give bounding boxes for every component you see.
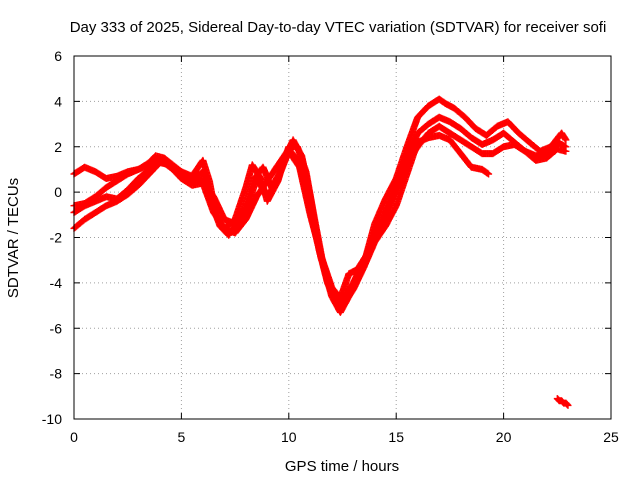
x-axis-label: GPS time / hours [285, 458, 399, 475]
y-tick-label: -6 [50, 320, 63, 336]
series-track-2 [70, 113, 570, 316]
x-tick-label: 15 [388, 429, 404, 445]
x-tick-label: 20 [496, 429, 512, 445]
grid [74, 56, 611, 419]
series-track-4 [70, 122, 570, 305]
data-point [562, 136, 570, 144]
y-tick-label: 6 [54, 48, 62, 64]
x-tick-label: 25 [603, 429, 619, 445]
series-outlier [553, 395, 572, 409]
series-track-3 [70, 131, 493, 310]
y-axis-label: SDTVAR / TECUs [5, 178, 22, 298]
data-point [562, 147, 570, 155]
y-tick-label: -2 [50, 230, 63, 246]
data-points [70, 95, 572, 409]
y-tick-label: -10 [42, 411, 62, 427]
y-tick-label: 0 [54, 184, 62, 200]
y-tick-label: -4 [50, 275, 63, 291]
x-tick-label: 10 [281, 429, 297, 445]
chart-title: Day 333 of 2025, Sidereal Day-to-day VTE… [70, 19, 607, 36]
series-track-1 [70, 95, 570, 307]
y-tick-label: 2 [54, 139, 62, 155]
plot-frame [73, 55, 612, 420]
x-tick-label: 0 [70, 429, 78, 445]
tick-labels: 0 5 10 15 20 25 -10 -8 -6 -4 -2 0 2 4 6 [42, 48, 619, 445]
y-tick-label: 4 [54, 93, 62, 109]
data-point [485, 170, 493, 178]
data-point [564, 401, 572, 409]
y-tick-label: -8 [50, 366, 63, 382]
x-tick-label: 5 [178, 429, 186, 445]
